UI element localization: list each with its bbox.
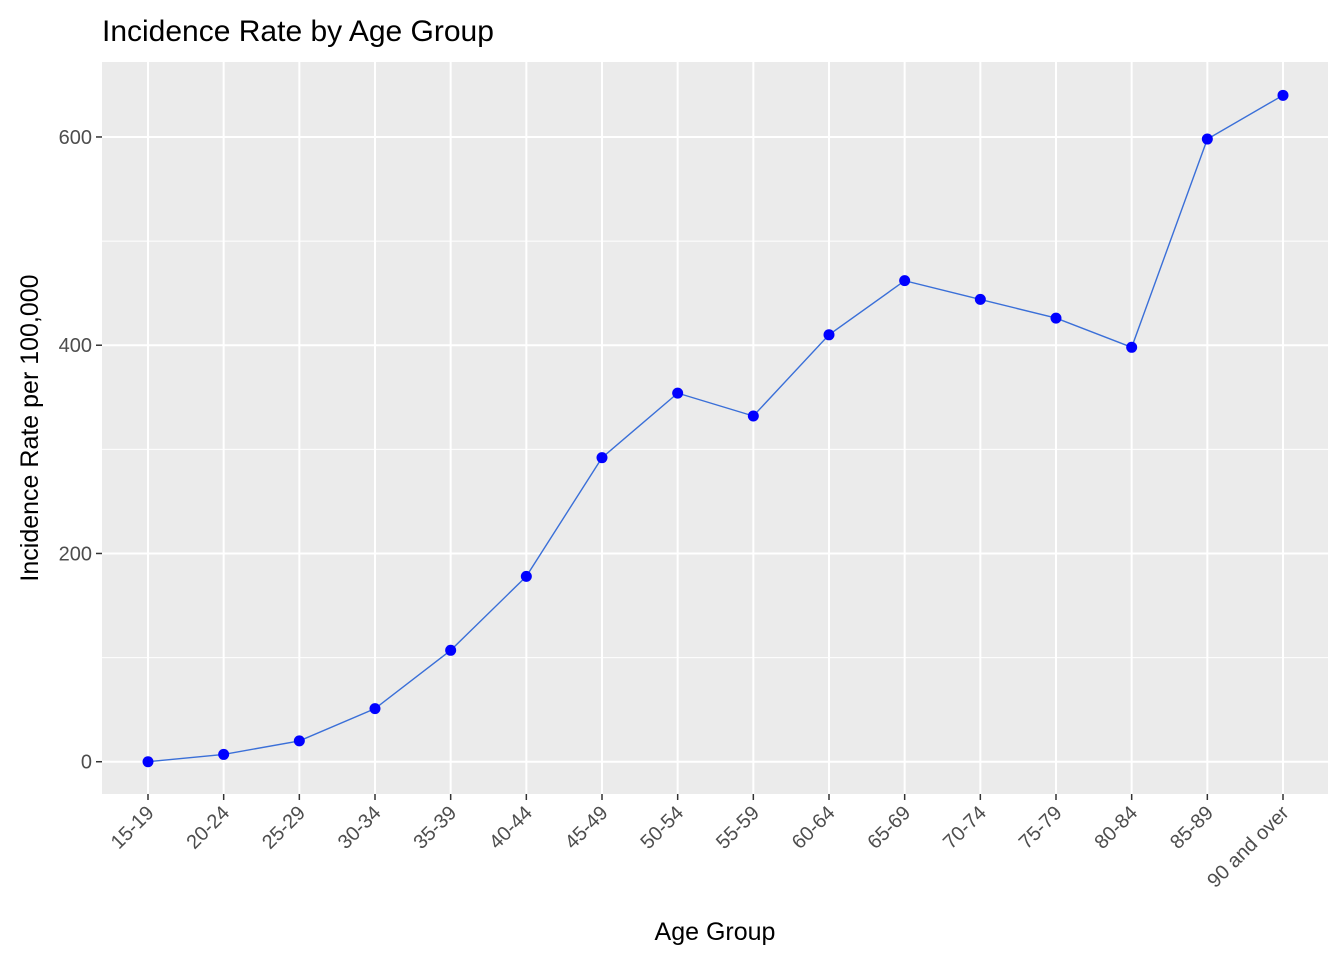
data-point	[974, 293, 986, 305]
data-point	[747, 410, 759, 422]
x-tick-label: 80-84	[1090, 802, 1142, 854]
x-tick-label: 75-79	[1015, 802, 1067, 854]
data-point	[1050, 312, 1062, 324]
data-point	[142, 756, 154, 768]
x-tick-label: 90 and over	[1203, 802, 1293, 892]
x-tick-label: 60-64	[788, 802, 840, 854]
x-tick-label: 55-59	[712, 802, 764, 854]
data-point	[1277, 89, 1289, 101]
data-point	[369, 703, 381, 715]
x-tick-label: 35-39	[409, 802, 461, 854]
data-point	[293, 735, 305, 747]
x-tick-label: 20-24	[182, 802, 234, 854]
x-tick-label: 45-49	[561, 802, 613, 854]
minor-gridlines	[102, 240, 1328, 659]
data-point	[445, 644, 457, 656]
x-tick-label: 70-74	[939, 802, 991, 854]
x-tick-label: 65-69	[863, 802, 915, 854]
x-tick-label: 85-89	[1166, 802, 1218, 854]
x-tick-label: 50-54	[636, 802, 688, 854]
x-axis-title: Age Group	[655, 918, 776, 946]
x-axis: 15-19 20-24 25-29 30-34 35-39 40-44 45-49 50-54…	[107, 794, 1294, 892]
data-point	[218, 748, 230, 760]
y-axis: 0 200 400 600	[59, 127, 102, 774]
data-point	[520, 570, 532, 582]
x-tick-label: 30-34	[334, 802, 386, 854]
y-axis-title: Incidence Rate per 100,000	[16, 274, 44, 581]
series-line	[147, 94, 1284, 763]
major-gridlines	[102, 62, 1328, 794]
y-tick-label: 600	[59, 127, 92, 149]
chart-title: Incidence Rate by Age Group	[102, 15, 494, 48]
y-tick-label: 0	[81, 752, 92, 774]
y-tick-label: 200	[59, 543, 92, 565]
x-tick-label: 25-29	[258, 802, 310, 854]
series-line-path	[147, 94, 1284, 763]
x-tick-label: 15-19	[107, 802, 159, 854]
series-points	[142, 89, 1289, 768]
data-point	[823, 329, 835, 341]
data-point	[596, 452, 608, 464]
y-tick-label: 400	[59, 335, 92, 357]
data-point	[899, 275, 911, 287]
data-point	[672, 387, 684, 399]
plot-panel	[102, 62, 1328, 794]
x-tick-label: 40-44	[485, 802, 537, 854]
data-point	[1126, 341, 1138, 353]
data-point	[1201, 133, 1213, 145]
